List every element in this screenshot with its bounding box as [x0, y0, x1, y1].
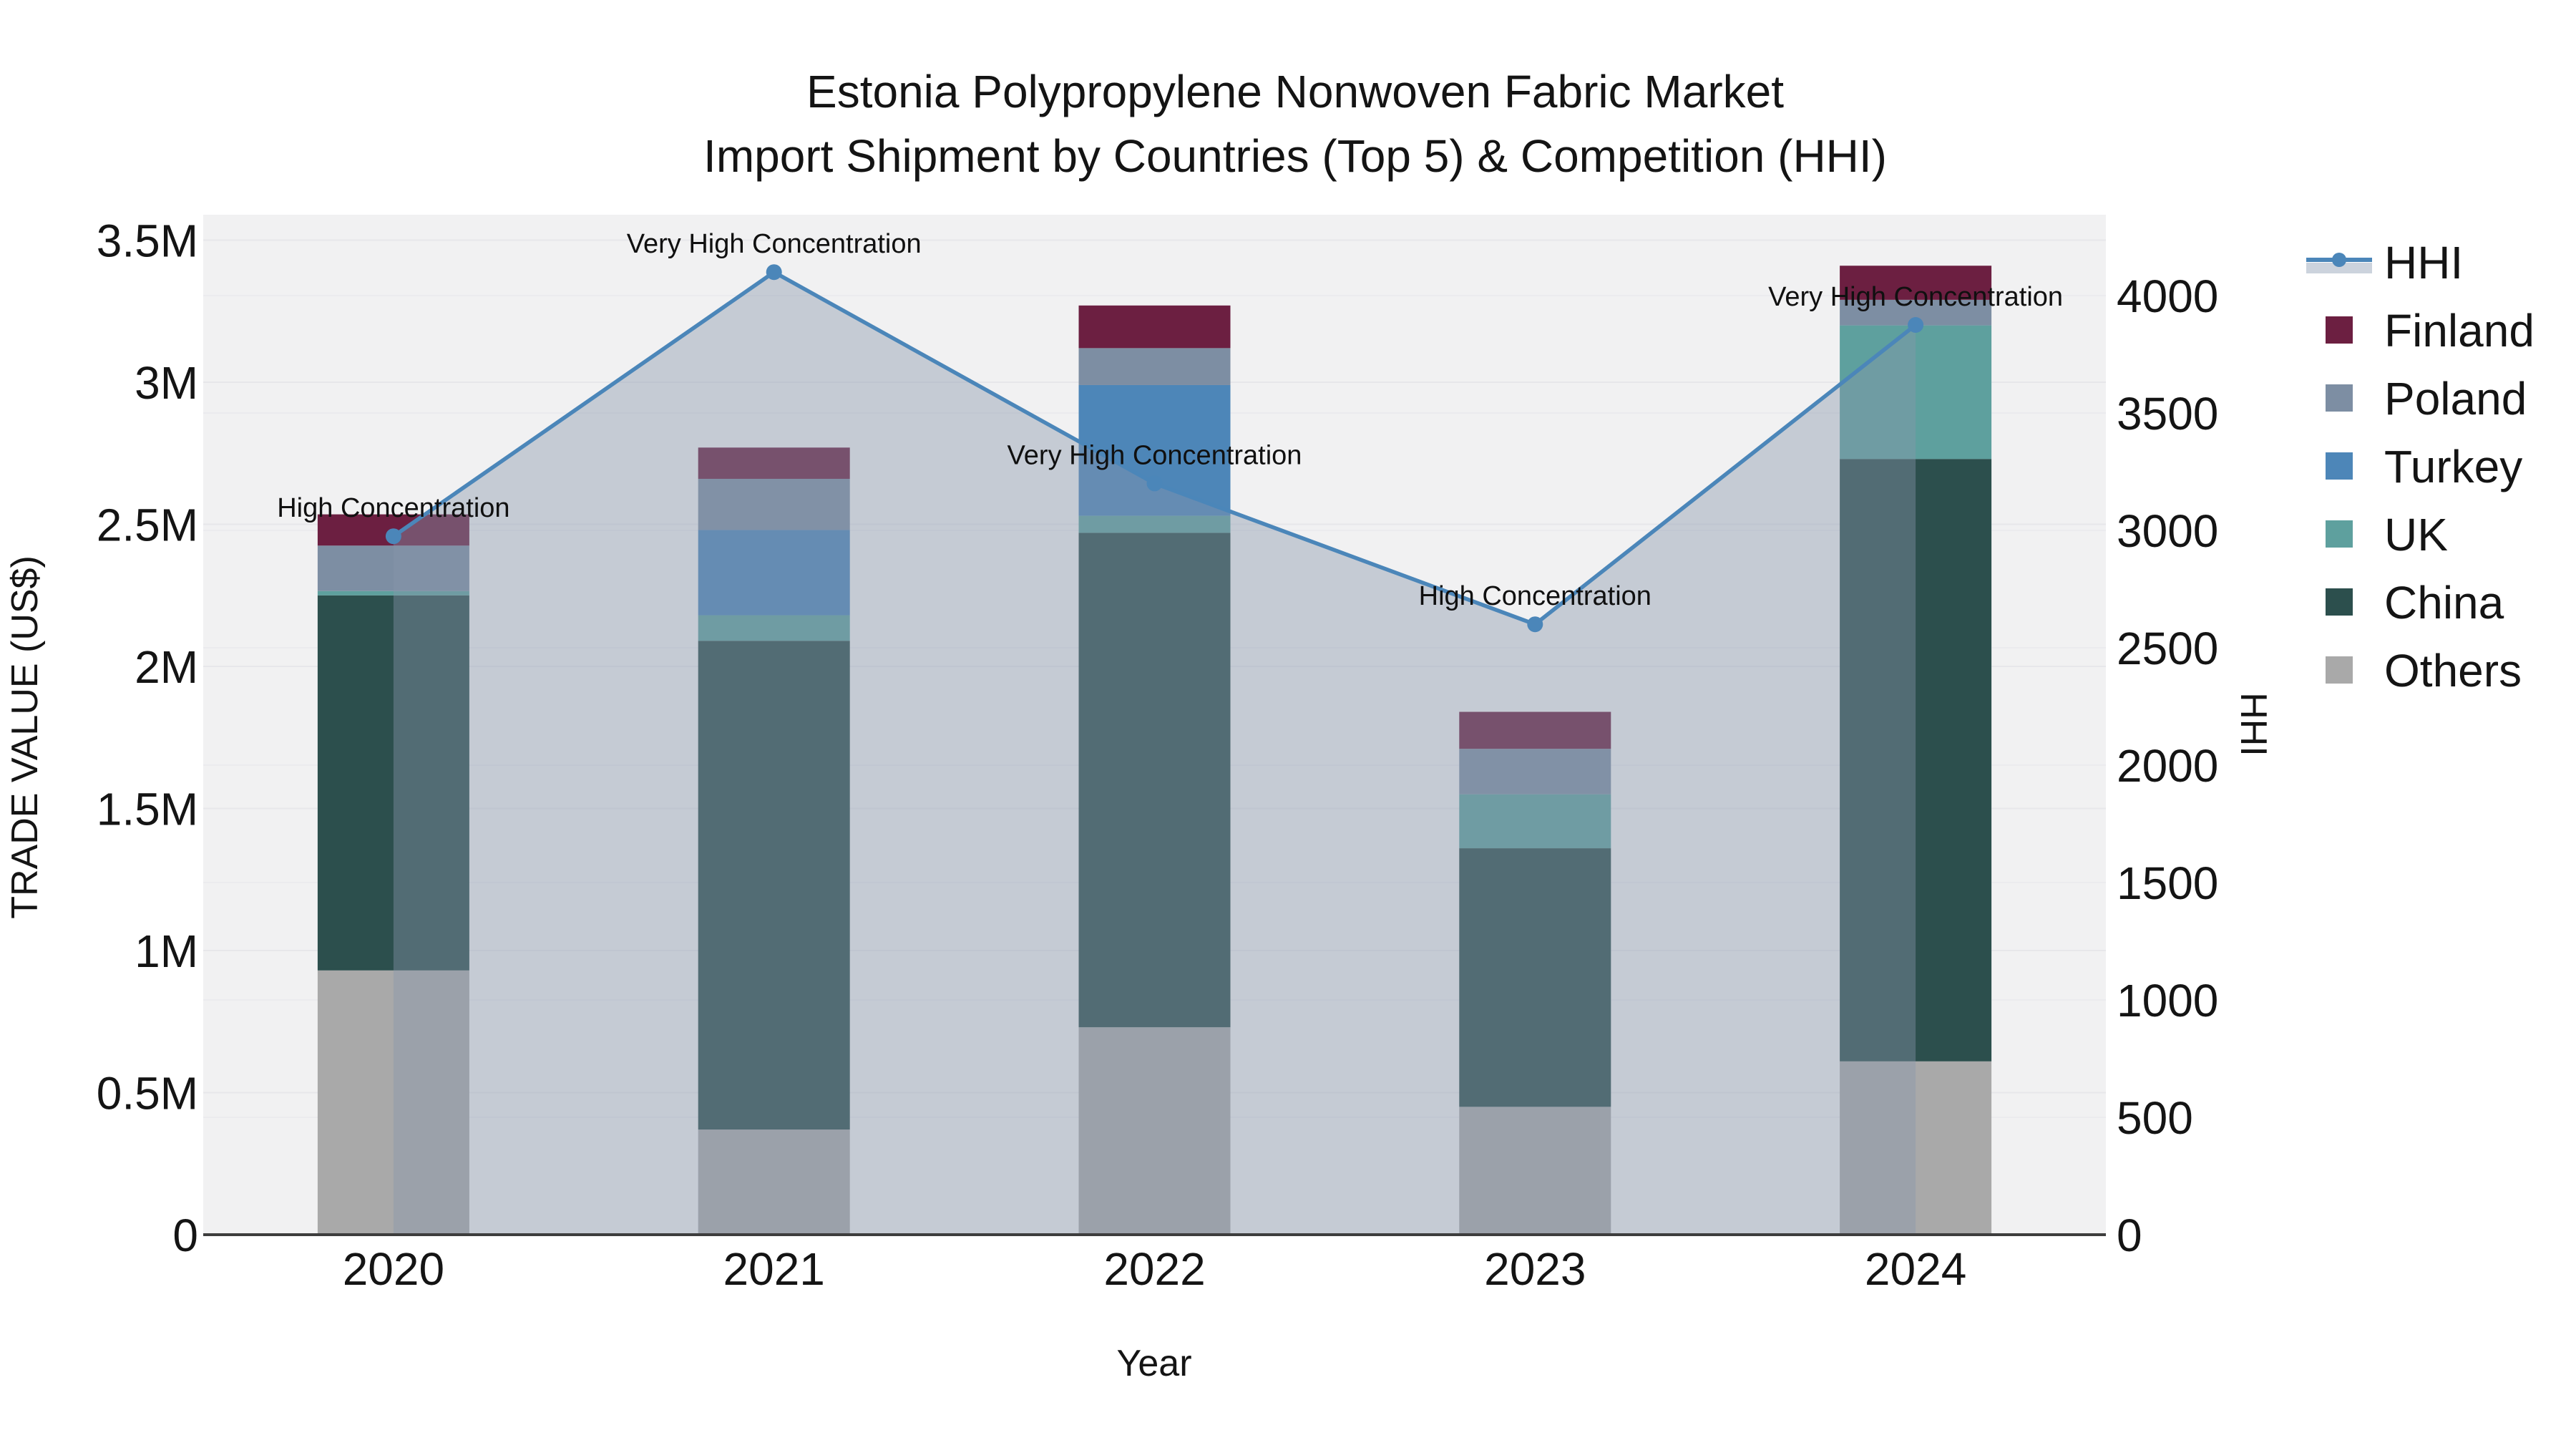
axes: 0 0.5M 1M 1.5M 2M 2.5M 3M 3.5M 0 500 1000 1500 2000 2…: [97, 215, 2219, 1296]
legend-label-Turkey: Turkey: [2384, 441, 2522, 492]
bar-segment-2021-Poland: [698, 478, 850, 530]
hhi-marker-2020: [385, 528, 401, 545]
legend-label-HHI: HHI: [2384, 237, 2463, 288]
annotation-2021: Very High Concentration: [627, 229, 922, 259]
y-left-tick-3M: 3M: [135, 357, 198, 409]
x-tick-2021: 2021: [723, 1243, 825, 1295]
x-tick-2020: 2020: [343, 1243, 444, 1295]
annotation-2022: Very High Concentration: [1008, 440, 1302, 470]
legend-item-Finland[interactable]: Finland: [2326, 305, 2534, 356]
bar-segment-2024-Finland: [1840, 266, 1992, 300]
legend: HHI Finland Poland Turkey UK China Others: [2306, 237, 2534, 696]
hhi-area-fill: [393, 272, 1916, 1235]
legend-swatch-Poland: [2326, 384, 2353, 412]
legend-item-Poland[interactable]: Poland: [2326, 373, 2527, 424]
hhi-marker-2022: [1146, 475, 1163, 492]
bar-segment-2023-Finland: [1459, 711, 1611, 749]
bar-segment-2021-UK: [698, 615, 850, 641]
x-tick-2023: 2023: [1484, 1243, 1586, 1295]
bar-segment-2022-UK: [1078, 515, 1231, 533]
y-right-tick-3500: 3500: [2117, 388, 2218, 439]
bar-segment-2023-UK: [1459, 794, 1611, 849]
y-left-tick-0: 0: [172, 1210, 198, 1261]
y-right-tick-1000: 1000: [2117, 975, 2218, 1026]
chart-title-line2: Import Shipment by Countries (Top 5) & C…: [703, 130, 1887, 182]
bar-segment-2020-Others: [317, 970, 469, 1235]
legend-swatch-Finland: [2326, 316, 2353, 344]
x-axis-title: Year: [1116, 1343, 1191, 1384]
y-right-tick-2500: 2500: [2117, 623, 2218, 674]
annotation-2023: High Concentration: [1419, 581, 1652, 611]
legend-item-Others[interactable]: Others: [2326, 645, 2522, 696]
legend-item-Turkey[interactable]: Turkey: [2326, 441, 2522, 492]
bar-segment-2021-Turkey: [698, 530, 850, 616]
annotation-2024: Very High Concentration: [1768, 282, 2063, 312]
y-right-axis-title: HHI: [2233, 692, 2274, 757]
legend-swatch-China: [2326, 588, 2353, 616]
hhi-marker-2021: [766, 264, 782, 281]
bar-segment-2023-Poland: [1459, 749, 1611, 794]
legend-swatch-UK: [2326, 520, 2353, 548]
y-left-axis-title: TRADE VALUE (US$): [4, 555, 46, 919]
legend-label-UK: UK: [2384, 509, 2448, 560]
annotations: High Concentration Very High Concentratio…: [277, 229, 2063, 611]
y-right-tick-500: 500: [2117, 1092, 2193, 1144]
x-tick-2024: 2024: [1865, 1243, 1966, 1295]
y-right-tick-4000: 4000: [2117, 271, 2218, 322]
annotation-2020: High Concentration: [277, 493, 509, 523]
y-right-tick-2000: 2000: [2117, 740, 2218, 792]
bar-segment-2022-Turkey: [1078, 384, 1231, 516]
bar-segment-2024-Others: [1840, 1061, 1992, 1235]
bar-segment-2021-Finland: [698, 447, 850, 479]
bar-segment-2021-China: [698, 641, 850, 1130]
hhi-series: [385, 264, 1924, 1235]
y-left-tick-0.5M: 0.5M: [97, 1068, 198, 1119]
y-right-tick-3000: 3000: [2117, 505, 2218, 557]
bar-segment-2023-Others: [1459, 1107, 1611, 1235]
legend-label-Poland: Poland: [2384, 373, 2527, 424]
y-left-tick-2.5M: 2.5M: [97, 500, 198, 551]
hhi-marker-2023: [1527, 616, 1543, 633]
bar-segment-2020-UK: [317, 591, 469, 596]
bar-segment-2022-Others: [1078, 1027, 1231, 1235]
legend-item-UK[interactable]: UK: [2326, 509, 2448, 560]
bar-segment-2024-UK: [1840, 325, 1992, 460]
legend-item-HHI[interactable]: HHI: [2306, 237, 2463, 288]
legend-label-Finland: Finland: [2384, 305, 2534, 356]
legend-swatch-Others: [2326, 656, 2353, 684]
y-left-tick-1M: 1M: [135, 925, 198, 977]
y-left-tick-2M: 2M: [135, 641, 198, 693]
y-left-tick-1.5M: 1.5M: [97, 784, 198, 835]
bar-segment-2022-China: [1078, 533, 1231, 1028]
legend-label-Others: Others: [2384, 645, 2522, 696]
legend-label-China: China: [2384, 577, 2504, 628]
hhi-legend-band: [2306, 263, 2372, 273]
bar-segment-2020-China: [317, 595, 469, 971]
bar-segment-2021-Others: [698, 1129, 850, 1235]
chart-title-line1: Estonia Polypropylene Nonwoven Fabric Ma…: [806, 66, 1784, 117]
bar-segment-2020-Poland: [317, 545, 469, 591]
x-tick-2022: 2022: [1103, 1243, 1205, 1295]
bar-segment-2023-China: [1459, 848, 1611, 1107]
y-right-tick-1500: 1500: [2117, 857, 2218, 909]
hhi-legend-marker: [2332, 253, 2346, 267]
hhi-marker-2024: [1908, 317, 1924, 333]
stacked-bars: [317, 266, 1992, 1235]
bar-segment-2022-Finland: [1078, 305, 1231, 349]
y-left-tick-3.5M: 3.5M: [97, 215, 198, 267]
legend-swatch-Turkey: [2326, 452, 2353, 480]
legend-item-China[interactable]: China: [2326, 577, 2504, 628]
y-right-tick-0: 0: [2117, 1210, 2142, 1261]
bar-segment-2022-Poland: [1078, 348, 1231, 385]
bar-segment-2024-China: [1840, 459, 1992, 1061]
